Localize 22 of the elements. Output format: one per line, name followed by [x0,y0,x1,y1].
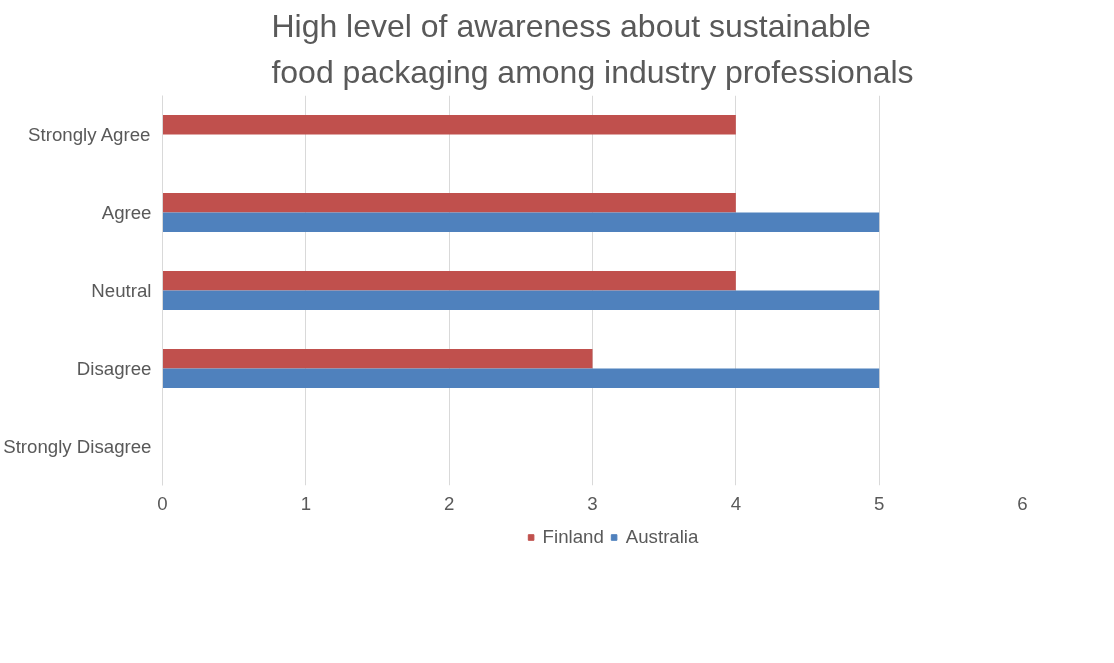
y-tick-label: Strongly Disagree [3,436,152,457]
x-tick-label: 6 [1017,492,1028,514]
y-tick-label: Disagree [76,358,152,379]
bar [162,349,593,369]
legend-label: Finland [542,526,604,548]
bar [162,290,880,310]
x-tick-label: 1 [300,492,312,514]
legend-label: Australia [625,526,699,548]
x-tick-label: 4 [730,492,742,514]
bar [162,271,736,291]
y-tick-label: Strongly Agree [28,124,151,145]
bar [162,193,736,213]
x-tick-label: 0 [157,492,168,514]
x-tick-label: 2 [443,492,455,514]
bar [162,212,880,232]
x-tick-label: 5 [873,492,885,514]
y-tick-label: Agree [101,202,152,223]
bar [162,368,880,388]
chart-title: High level of awareness about sustainable food packaging among industry professionals [271,7,914,91]
bar [162,115,736,135]
x-tick-label: 3 [587,492,598,514]
y-tick-label: Neutral [91,280,152,301]
